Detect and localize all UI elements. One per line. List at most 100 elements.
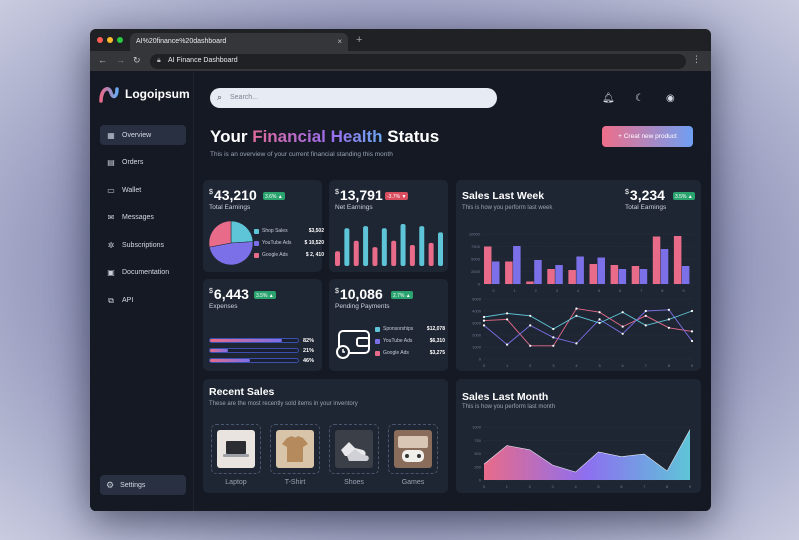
expense-bar-fill [210,339,283,342]
card-subtitle: These are the most recently sold items i… [209,401,358,407]
y-tick-label: 2500 [471,269,481,274]
sidebar-item-subscriptions[interactable]: ✲ Subscriptions [100,235,186,255]
x-tick-label: 1 [514,288,517,293]
bar [363,226,369,266]
x-tick-label: 2 [529,363,532,368]
bar [526,281,534,284]
x-tick-label: 6 [619,288,622,293]
product-laptop[interactable] [211,424,261,474]
monthly-area-chart: 0 250 500 750 1000 0 1 2 3 4 5 6 7 8 9 [472,425,692,490]
legend-item: Google Ads $ 2, 410 [254,252,324,258]
data-point [575,314,578,317]
url-text: AI Finance Dashboard [168,57,238,64]
legend-value: $ 2, 410 [305,252,324,258]
bar [438,232,443,266]
total-earnings-card: $43,210 3.6% ▲ Total Earnings Shop Sales… [203,180,324,272]
legend-item: Google Ads $3,275 [375,350,445,356]
data-point [575,307,578,310]
y-tick-label: 2000 [472,333,482,338]
weekly-earnings-value: $3,234 [625,187,665,203]
search-input[interactable]: ⌕ Search... [210,88,497,108]
value-text: 10,086 [339,286,383,302]
card-label: Total Earnings [209,204,251,211]
value-text: 6,443 [213,286,249,302]
product-games[interactable] [388,424,438,474]
value-text: 43,210 [213,187,257,203]
product-tshirt[interactable] [270,424,320,474]
expense-bar-fill [210,349,229,352]
bar [409,245,415,266]
close-window-dot[interactable] [97,37,103,43]
y-tick-label: 4000 [472,309,482,314]
gamepad-icon [398,436,428,462]
card-label: Total Earnings [625,204,667,211]
currency-symbol: $ [209,189,213,196]
legend-item: YouTube Ads $ 10,520 [254,240,324,246]
y-tick-label: 250 [474,464,481,469]
new-tab-icon[interactable]: + [356,34,363,46]
expense-bar [209,338,299,343]
bar [576,256,584,284]
sidebar-item-overview[interactable]: ▦ Overview [100,125,186,145]
forward-icon[interactable]: → [116,55,125,65]
browser-menu-icon[interactable]: ⋮ [692,54,701,64]
bar [597,257,605,284]
back-icon[interactable]: ← [98,55,107,65]
bar [534,260,542,284]
sidebar: Logoipsum ▦ Overview ▤ Orders ▭ Wallet ✉… [90,71,194,511]
product-name: Games [401,479,425,486]
url-field[interactable]: 🔒︎ AI Finance Dashboard [150,54,686,69]
maximize-window-dot[interactable] [117,37,123,43]
x-tick-label: 3 [552,363,555,368]
sidebar-item-messages[interactable]: ✉ Messages [100,208,186,228]
product-shoes[interactable] [329,424,379,474]
subscriptions-icon: ✲ [107,240,115,250]
reload-icon[interactable]: ↻ [133,55,141,65]
bar [353,240,359,266]
bar [372,247,378,266]
legend-swatch [254,228,259,234]
sidebar-item-wallet[interactable]: ▭ Wallet [100,180,186,200]
legend-label: Google Ads [262,252,288,258]
data-point [575,342,578,345]
bar [428,242,434,266]
bell-icon[interactable]: 🔔︎ [602,93,615,104]
y-tick-label: 7500 [471,244,481,249]
pending-payments-value: $10,086 [335,286,383,302]
data-point [621,311,624,314]
sidebar-item-documentation[interactable]: ▣ Documentation [100,263,186,283]
title-prefix: Your [210,127,253,146]
data-point [690,330,694,333]
x-tick-label: 3 [552,484,555,489]
logo[interactable]: Logoipsum [99,85,190,103]
area-fill [484,429,690,480]
bar [484,246,492,284]
sidebar-item-api[interactable]: ⧉ API [100,291,186,311]
sidebar-item-orders[interactable]: ▤ Orders [100,153,186,173]
bar [391,240,397,266]
lock-icon: 🔒︎ [157,57,161,64]
y-tick-label: 0 [479,357,482,362]
create-product-button[interactable]: + Creat new product [602,126,693,147]
minimize-window-dot[interactable] [107,37,113,43]
user-icon[interactable]: ◉ [666,93,675,104]
status-badge: 3.6% ▲ [263,192,285,200]
x-tick-label: 6 [620,484,623,489]
x-tick-label: 4 [575,363,578,368]
data-point [482,319,486,322]
data-point [644,309,647,313]
close-tab-icon[interactable]: × [337,37,342,46]
moon-icon[interactable]: ☾ [635,93,644,104]
x-tick-label: 7 [643,484,646,489]
browser-tab[interactable]: AI%20finance%20dashboard × [130,33,348,51]
sidebar-item-settings[interactable]: ⚙ Settings [100,475,186,495]
legend-value: $12,078 [426,326,445,332]
bar [547,269,555,284]
card-subtitle: This is how you perform last week [462,205,553,211]
value-text: 13,791 [339,187,383,203]
bar [652,236,661,284]
legend-label: YouTube Ads [383,338,413,344]
data-point [529,324,532,327]
tshirt-icon [282,436,308,462]
y-tick-label: 0 [478,282,481,287]
